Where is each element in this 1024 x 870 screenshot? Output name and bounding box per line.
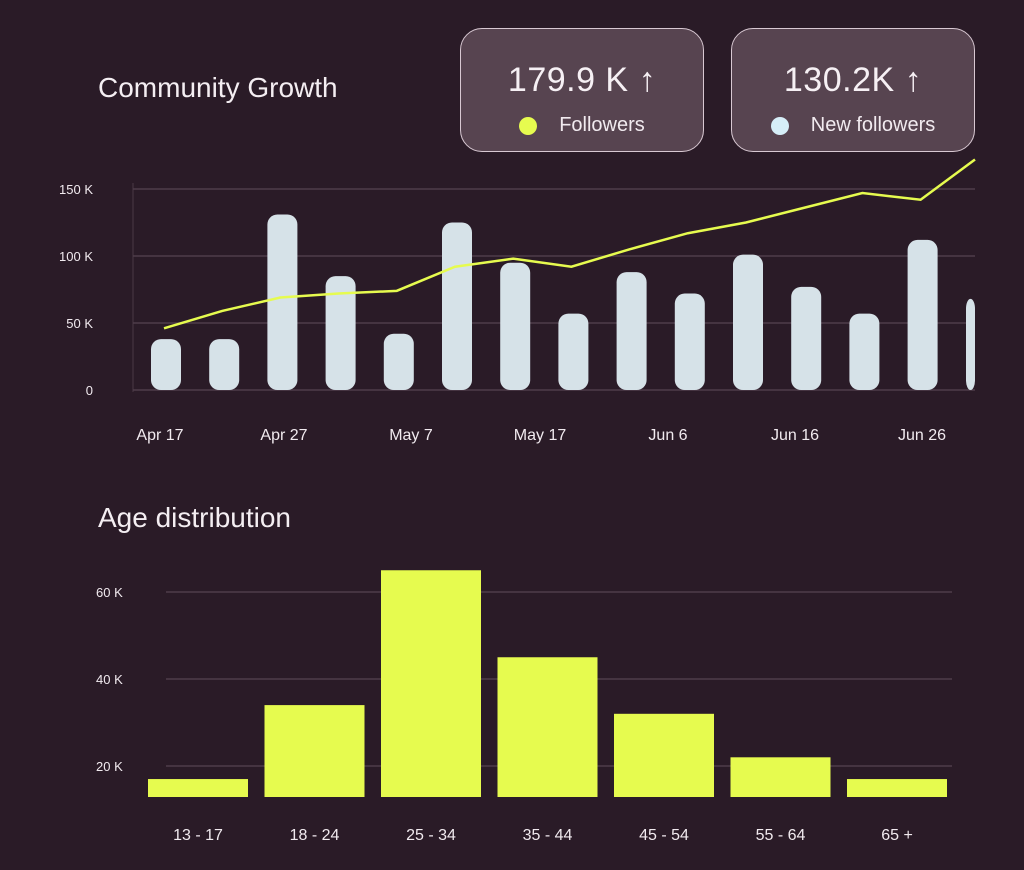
followers-legend-dot-icon bbox=[519, 116, 538, 135]
y-tick-label: 40 K bbox=[96, 672, 123, 687]
y-tick-label: 20 K bbox=[96, 759, 123, 774]
x-tick-label: 18 - 24 bbox=[290, 827, 340, 844]
new-followers-value: 130.2K bbox=[783, 61, 895, 99]
x-tick-label: Apr 17 bbox=[136, 427, 183, 444]
x-tick-label: May 17 bbox=[514, 427, 567, 444]
followers-label: Followers bbox=[559, 114, 645, 136]
new-followers-bar bbox=[267, 214, 298, 390]
new-followers-bar bbox=[209, 339, 240, 390]
new-followers-bar bbox=[616, 272, 647, 390]
followers-value: 179.9 K bbox=[507, 61, 629, 99]
new-followers-bar bbox=[849, 313, 880, 390]
followers-value-row: 179.9 K ↑ bbox=[461, 61, 703, 100]
new-followers-bar bbox=[558, 313, 589, 390]
y-tick-label: 150 K bbox=[59, 182, 93, 197]
x-tick-label: 55 - 64 bbox=[756, 827, 806, 844]
age-bar bbox=[730, 757, 831, 797]
new-followers-card: 130.2K ↑ New followers bbox=[731, 28, 975, 152]
y-tick-label: 60 K bbox=[96, 585, 123, 600]
new-followers-bar bbox=[791, 286, 822, 390]
arrow-up-icon: ↑ bbox=[638, 61, 657, 99]
age-bar bbox=[264, 705, 365, 797]
y-tick-label: 0 bbox=[86, 383, 93, 398]
age-bar bbox=[148, 779, 248, 797]
new-followers-bar bbox=[907, 239, 938, 390]
community-growth-title: Community Growth bbox=[98, 72, 338, 103]
x-tick-label: 25 - 34 bbox=[406, 827, 456, 844]
new-followers-bar bbox=[966, 298, 975, 390]
x-tick-label: 45 - 54 bbox=[639, 827, 689, 844]
age-bar bbox=[497, 657, 598, 797]
age-bar bbox=[847, 779, 947, 797]
new-followers-bar bbox=[674, 293, 705, 390]
x-tick-label: Jun 26 bbox=[898, 427, 946, 444]
y-tick-label: 50 K bbox=[66, 316, 93, 331]
new-followers-legend-dot-icon bbox=[770, 116, 789, 135]
x-tick-label: May 7 bbox=[389, 427, 433, 444]
x-tick-label: 65 + bbox=[881, 827, 913, 844]
age-bar bbox=[381, 570, 481, 797]
new-followers-bar bbox=[442, 222, 472, 390]
new-followers-bar bbox=[733, 254, 763, 390]
age-bar bbox=[614, 713, 714, 797]
x-tick-label: Jun 16 bbox=[771, 427, 819, 444]
x-tick-label: Jun 6 bbox=[648, 427, 687, 444]
followers-card: 179.9 K ↑ Followers bbox=[460, 28, 704, 152]
new-followers-label: New followers bbox=[810, 114, 936, 136]
age-distribution-title: Age distribution bbox=[98, 502, 292, 533]
x-tick-label: 13 - 17 bbox=[173, 827, 223, 844]
x-tick-label: 35 - 44 bbox=[523, 827, 573, 844]
new-followers-bar bbox=[500, 262, 531, 390]
new-followers-bar bbox=[325, 276, 356, 390]
new-followers-value-row: 130.2K ↑ bbox=[732, 61, 974, 100]
y-tick-label: 100 K bbox=[59, 249, 93, 264]
new-followers-bar bbox=[383, 333, 414, 390]
x-tick-label: Apr 27 bbox=[260, 427, 307, 444]
arrow-up-icon: ↑ bbox=[904, 61, 923, 99]
new-followers-bar bbox=[151, 339, 181, 390]
